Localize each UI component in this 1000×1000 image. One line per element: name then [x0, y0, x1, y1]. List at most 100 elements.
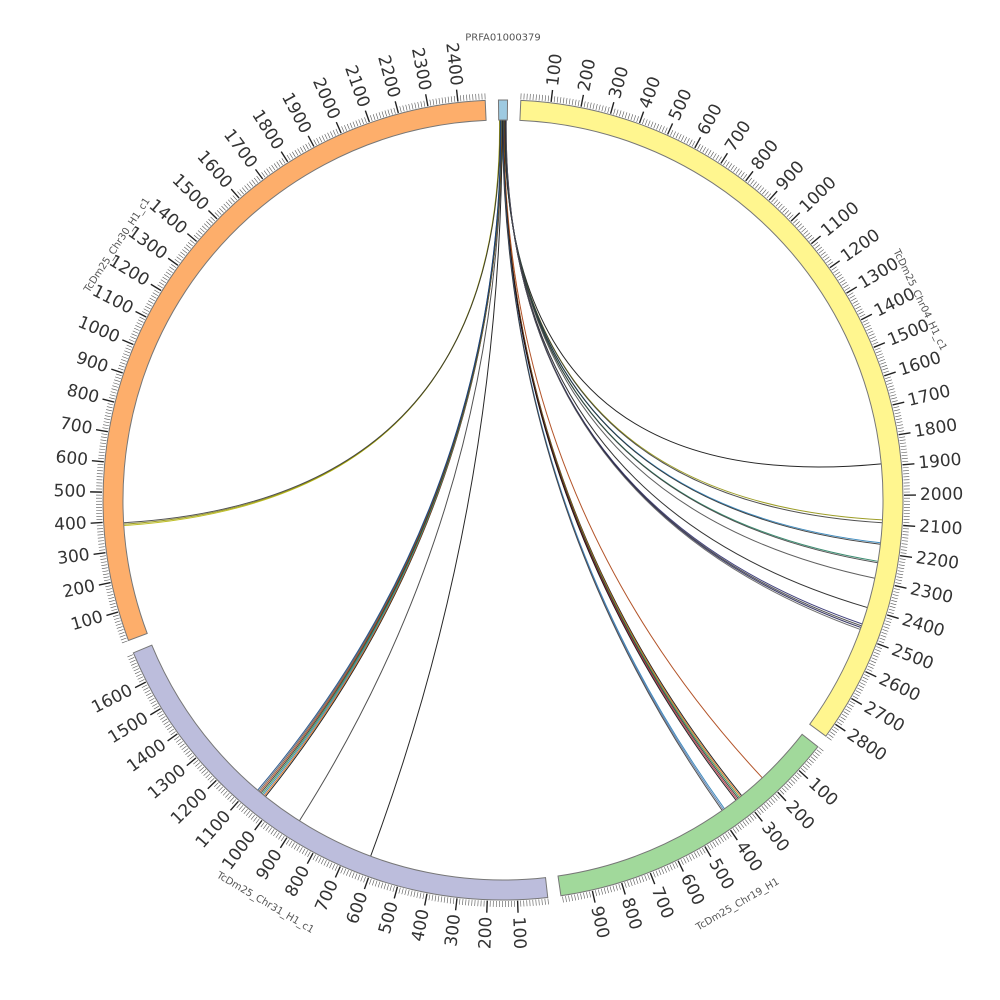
minor-tick: [237, 191, 242, 197]
minor-tick: [664, 127, 668, 134]
minor-tick: [885, 620, 892, 623]
minor-tick: [99, 555, 106, 557]
major-tick: [903, 524, 916, 527]
minor-tick: [852, 300, 859, 304]
tick-label: 2400: [900, 610, 947, 642]
tick-label: 300: [56, 545, 91, 569]
minor-tick: [641, 876, 645, 882]
link: [503, 119, 741, 797]
minor-tick: [117, 629, 124, 632]
link: [260, 120, 502, 794]
minor-tick: [815, 244, 821, 249]
minor-tick: [589, 102, 592, 109]
minor-tick: [577, 100, 580, 107]
tick-label: 600: [694, 101, 727, 139]
minor-tick: [898, 430, 905, 433]
minor-tick: [816, 246, 823, 251]
minor-tick: [174, 736, 180, 741]
link: [502, 119, 739, 799]
minor-tick: [642, 118, 645, 125]
tick-label: 1600: [193, 147, 237, 193]
minor-tick: [868, 333, 875, 337]
minor-tick: [831, 729, 838, 733]
minor-tick: [850, 297, 857, 302]
minor-tick: [392, 885, 395, 892]
segment-label: PRFA01000379: [465, 33, 541, 44]
minor-tick: [343, 868, 347, 875]
minor-tick: [773, 199, 778, 205]
minor-tick: [189, 755, 195, 760]
minor-tick: [857, 687, 863, 691]
minor-tick: [107, 594, 114, 597]
minor-tick: [301, 848, 306, 855]
minor-tick: [99, 445, 106, 448]
minor-tick: [880, 361, 887, 365]
minor-tick: [766, 193, 772, 199]
minor-tick: [320, 858, 325, 865]
tick-label: 400: [408, 908, 434, 944]
minor-tick: [885, 376, 892, 379]
minor-tick: [422, 893, 425, 900]
minor-tick: [743, 174, 748, 180]
tick-label: 500: [704, 855, 738, 893]
minor-tick: [900, 552, 907, 554]
minor-tick: [886, 379, 892, 382]
minor-tick: [399, 106, 402, 113]
minor-tick: [699, 849, 703, 855]
minor-tick: [848, 703, 854, 708]
minor-tick: [669, 864, 673, 871]
minor-tick: [900, 448, 907, 451]
minor-tick: [565, 896, 567, 903]
minor-tick: [318, 857, 322, 863]
minor-tick: [866, 668, 873, 672]
minor-tick: [103, 576, 110, 579]
minor-tick: [244, 185, 249, 191]
minor-tick: [675, 132, 679, 139]
major-tick: [609, 101, 615, 114]
minor-tick: [324, 133, 328, 140]
minor-tick: [616, 109, 619, 116]
minor-tick: [898, 567, 905, 570]
tick-label: 300: [441, 913, 465, 948]
minor-tick: [735, 826, 740, 832]
minor-tick: [899, 439, 906, 442]
minor-tick: [612, 885, 615, 892]
minor-tick: [102, 570, 109, 573]
minor-tick: [133, 668, 140, 672]
minor-tick: [102, 427, 109, 430]
minor-tick: [807, 234, 813, 240]
minor-tick: [653, 122, 657, 129]
minor-tick: [134, 670, 141, 675]
minor-tick: [600, 888, 603, 895]
minor-tick: [434, 895, 437, 902]
minor-tick: [201, 769, 207, 774]
minor-tick: [236, 803, 241, 809]
minor-tick: [658, 869, 662, 876]
minor-tick: [330, 131, 334, 138]
minor-tick: [871, 657, 878, 661]
minor-tick: [897, 424, 904, 427]
minor-tick: [854, 692, 860, 697]
minor-tick: [123, 353, 129, 357]
major-tick: [704, 846, 712, 858]
minor-tick: [363, 876, 366, 883]
tick-label: 500: [665, 86, 697, 124]
minor-tick: [603, 887, 606, 894]
minor-tick: [661, 126, 665, 133]
minor-tick: [792, 776, 798, 782]
minor-tick: [393, 107, 396, 114]
minor-tick: [890, 602, 897, 606]
minor-tick: [462, 898, 464, 906]
link: [258, 120, 502, 792]
major-tick: [111, 368, 123, 374]
minor-tick: [189, 239, 195, 244]
minor-tick: [568, 98, 571, 105]
major-tick: [877, 643, 889, 649]
minor-tick: [889, 391, 896, 394]
minor-tick: [894, 412, 901, 415]
minor-tick: [878, 356, 884, 359]
minor-tick: [688, 855, 693, 861]
minor-tick: [595, 104, 598, 110]
minor-tick: [271, 165, 276, 171]
minor-tick: [315, 855, 319, 862]
